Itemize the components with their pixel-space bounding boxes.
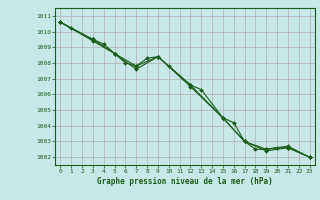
X-axis label: Graphe pression niveau de la mer (hPa): Graphe pression niveau de la mer (hPa)	[97, 177, 273, 186]
